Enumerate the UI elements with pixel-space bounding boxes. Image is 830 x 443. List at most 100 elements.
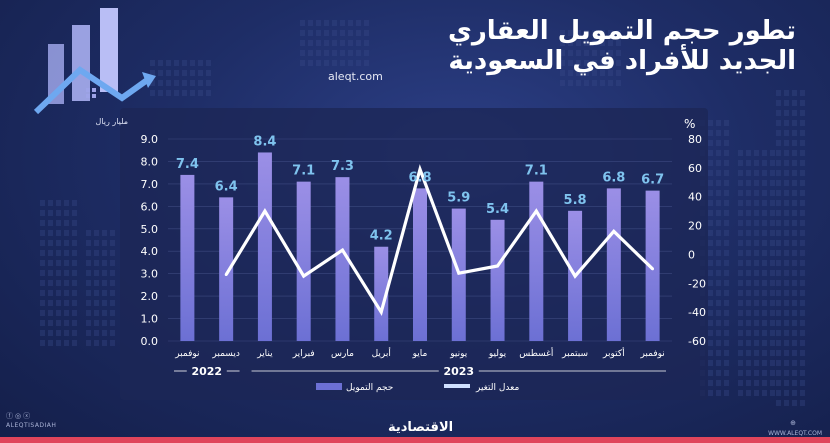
building-window <box>40 260 45 266</box>
building-window <box>102 290 107 296</box>
building-window <box>86 260 91 266</box>
bar-value-label: 6.8 <box>602 170 625 185</box>
site-url[interactable]: aleqt.com <box>328 70 383 83</box>
building-window <box>770 150 775 156</box>
building-window <box>800 140 805 146</box>
building-window <box>560 80 565 86</box>
building-window <box>716 270 721 276</box>
building-window <box>746 370 751 376</box>
building-window <box>716 210 721 216</box>
building-window <box>40 200 45 206</box>
bar <box>490 219 505 341</box>
building-window <box>332 20 337 26</box>
building-window <box>784 380 789 386</box>
social-icons[interactable]: ⓕ◎ⓧ <box>6 411 32 421</box>
bar-value-label: 5.8 <box>564 193 587 208</box>
building-window <box>800 250 805 256</box>
building-window <box>754 150 759 156</box>
building-window <box>300 60 305 66</box>
building-window <box>72 220 77 226</box>
building-window <box>776 270 781 276</box>
building-block <box>776 90 805 406</box>
building-window <box>800 190 805 196</box>
building-window <box>72 330 77 336</box>
building-window <box>800 120 805 126</box>
building-window <box>800 270 805 276</box>
building-window <box>784 110 789 116</box>
building-window <box>86 270 91 276</box>
right-tick-label: 60 <box>688 162 702 175</box>
building-window <box>64 280 69 286</box>
building-window <box>166 80 171 86</box>
building-window <box>64 220 69 226</box>
globe-icon: ⊕ <box>790 419 796 427</box>
website-url[interactable]: WWW.ALEQT.COM <box>768 430 822 437</box>
building-window <box>324 40 329 46</box>
left-tick-label: 7.0 <box>141 178 159 191</box>
building-window <box>158 80 163 86</box>
building-window <box>94 290 99 296</box>
building-window <box>738 370 743 376</box>
building-window <box>72 290 77 296</box>
building-window <box>776 280 781 286</box>
building-window <box>762 270 767 276</box>
facebook-icon[interactable]: ⓕ <box>6 412 15 420</box>
x-tick-label: نوفمبر <box>174 349 199 359</box>
building-window <box>708 190 713 196</box>
building-window <box>324 50 329 56</box>
bar-value-label: 7.3 <box>331 159 354 174</box>
building-window <box>754 190 759 196</box>
building-window <box>792 190 797 196</box>
line-point <box>263 209 267 213</box>
building-window <box>792 140 797 146</box>
building-window <box>724 250 729 256</box>
building-window <box>86 330 91 336</box>
building-window <box>182 90 187 96</box>
building-window <box>592 30 597 36</box>
building-window <box>724 160 729 166</box>
instagram-icon[interactable]: ◎ <box>15 412 24 420</box>
building-window <box>102 300 107 306</box>
building-window <box>182 60 187 66</box>
building-window <box>792 220 797 226</box>
building-window <box>724 200 729 206</box>
line-point <box>379 310 383 314</box>
building-window <box>776 380 781 386</box>
building-window <box>770 230 775 236</box>
building-window <box>94 260 99 266</box>
building-window <box>784 250 789 256</box>
x-icon[interactable]: ⓧ <box>23 412 33 420</box>
building-window <box>560 50 565 56</box>
building-window <box>792 90 797 96</box>
building-window <box>724 180 729 186</box>
building-window <box>754 270 759 276</box>
building-window <box>724 290 729 296</box>
building-window <box>110 250 115 256</box>
building-window <box>708 260 713 266</box>
right-tick-label: 20 <box>688 220 702 233</box>
building-window <box>158 70 163 76</box>
line-point <box>534 209 538 213</box>
building-window <box>792 350 797 356</box>
building-window <box>792 240 797 246</box>
building-window <box>770 300 775 306</box>
building-window <box>56 340 61 346</box>
building-window <box>40 270 45 276</box>
building-window <box>584 60 589 66</box>
x-tick-label: فبراير <box>292 349 315 359</box>
building-window <box>800 330 805 336</box>
building-window <box>72 240 77 246</box>
building-window <box>738 220 743 226</box>
building-window <box>770 250 775 256</box>
building-window <box>792 100 797 106</box>
building-window <box>784 100 789 106</box>
data-labels: 7.4 6.4 8.4 7.1 7.3 4.2 6.8 5.9 5.4 7.1 5.8 6.8 6.7 <box>176 134 664 243</box>
building-window <box>792 300 797 306</box>
left-tick-label: 5.0 <box>141 223 159 236</box>
building-window <box>716 190 721 196</box>
title-line-1: تطور حجم التمويل العقاري <box>448 16 796 46</box>
building-window <box>738 160 743 166</box>
building-window <box>324 20 329 26</box>
building-window <box>300 30 305 36</box>
building-window <box>724 120 729 126</box>
